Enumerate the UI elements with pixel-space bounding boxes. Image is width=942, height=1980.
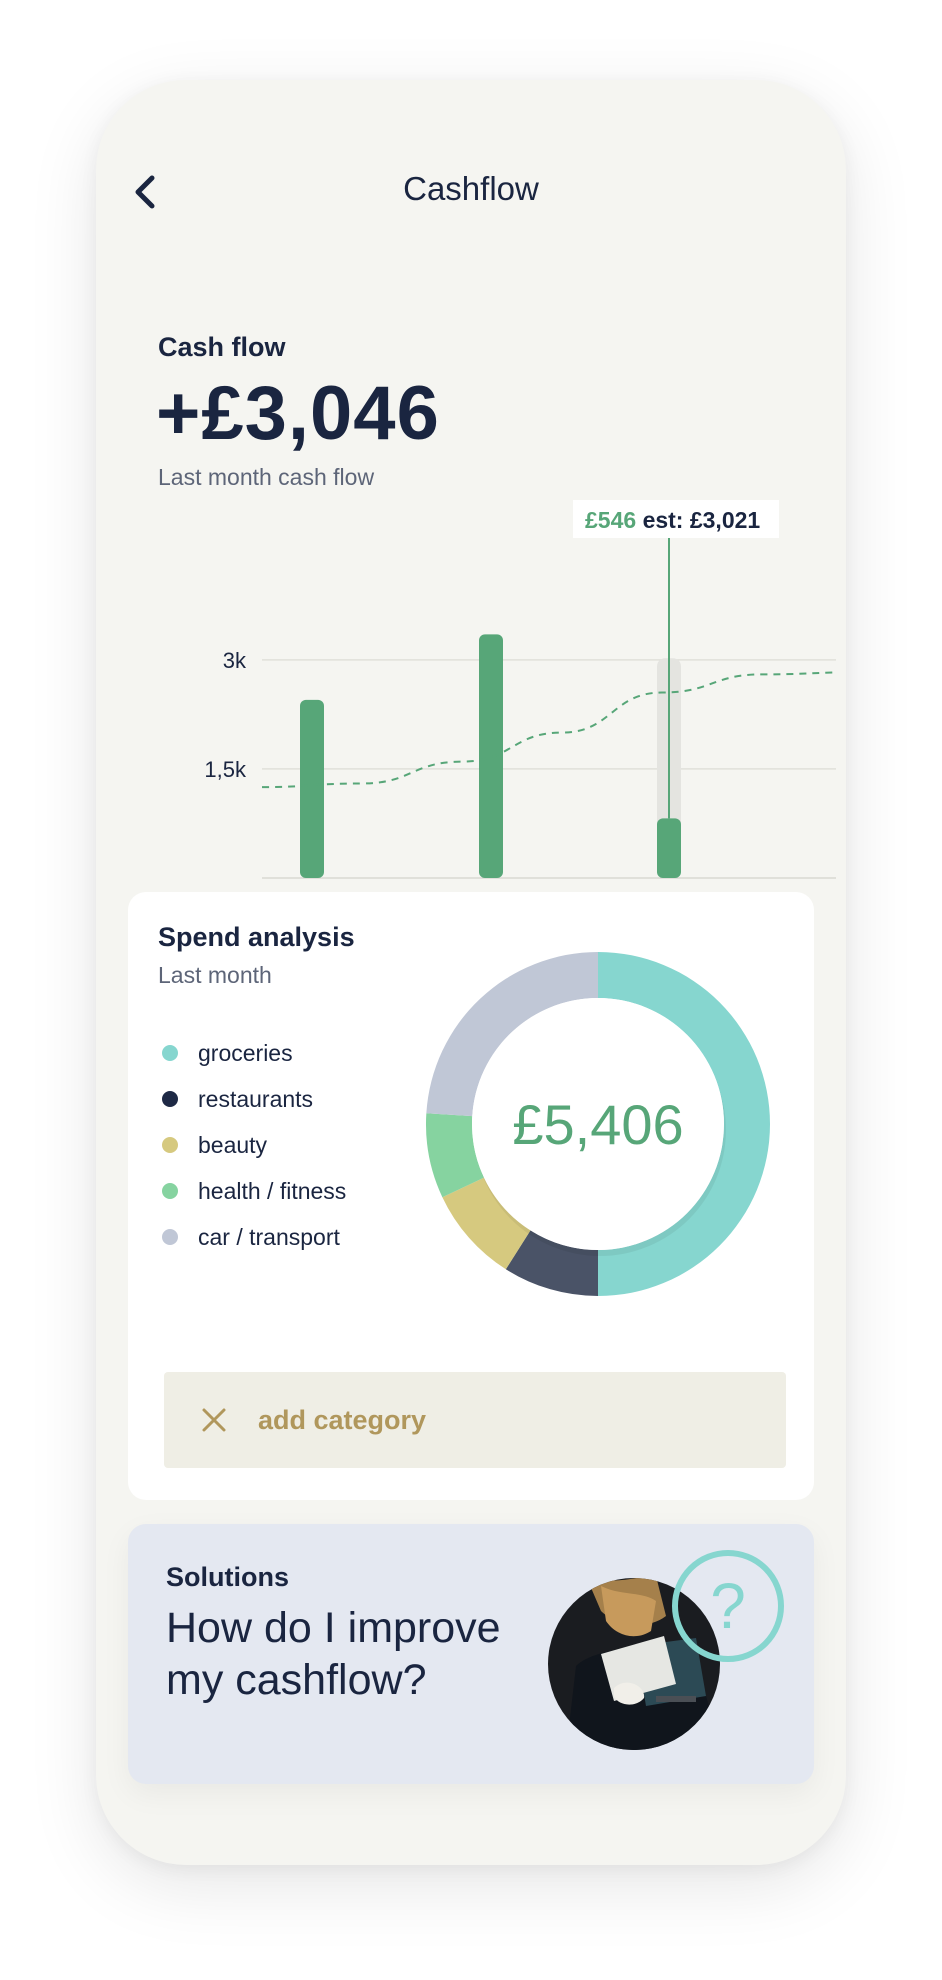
solutions-question-line: my cashflow? — [166, 1656, 427, 1704]
back-chevron-icon[interactable] — [126, 172, 166, 212]
person-with-book-photo — [548, 1578, 720, 1750]
trend-line — [261, 671, 836, 789]
tooltip-value: £546 — [585, 507, 643, 533]
cashflow-chart: 1,5k3kJULAUGSEP£546 est: £3,021 — [204, 500, 836, 923]
legend-item-health-fitness: health / fitness — [162, 1168, 346, 1214]
y-tick-label: 1,5k — [204, 757, 247, 782]
phone-frame: Cashflow Cash flow +£3,046 Last month ca… — [96, 80, 846, 1865]
legend-item-restaurants: restaurants — [162, 1076, 346, 1122]
solutions-question-line: How do I improve — [166, 1604, 501, 1652]
legend-dot-icon — [162, 1183, 178, 1199]
donut-slice — [442, 1177, 531, 1270]
legend-dot-icon — [162, 1229, 178, 1245]
solutions-question: How do I improve my cashflow? — [166, 1602, 501, 1706]
bar — [657, 818, 681, 878]
legend-label: beauty — [198, 1131, 268, 1158]
donut-total: £5,406 — [512, 1093, 683, 1156]
donut-slice — [426, 952, 598, 1117]
legend-item-car-transport: car / transport — [162, 1214, 346, 1260]
add-category-label: add category — [258, 1404, 427, 1435]
donut-slice — [505, 1230, 598, 1296]
donut-slice — [426, 1113, 484, 1198]
cashflow-label: Cash flow — [158, 332, 286, 362]
legend-label: car / transport — [198, 1223, 340, 1250]
spend-donut-chart: £5,406 — [426, 952, 770, 1296]
cashflow-subtitle: Last month cash flow — [158, 464, 375, 490]
legend-item-beauty: beauty — [162, 1122, 346, 1168]
tooltip-text: £546 est: £3,021 — [585, 507, 760, 533]
spend-title: Spend analysis — [158, 922, 355, 952]
legend-label: health / fitness — [198, 1177, 347, 1204]
svg-text:?: ? — [710, 1570, 746, 1642]
spend-subtitle: Last month — [158, 962, 272, 988]
solutions-card[interactable]: Solutions How do I improve my cashflow? … — [128, 1524, 814, 1784]
y-tick-label: 3k — [223, 648, 247, 673]
legend-dot-icon — [162, 1137, 178, 1153]
tooltip-box — [573, 500, 779, 538]
close-x-icon — [202, 1408, 226, 1432]
bar — [300, 699, 324, 878]
legend-dot-icon — [162, 1045, 178, 1061]
donut-hole — [472, 998, 724, 1250]
add-category-button[interactable]: add category — [164, 1372, 786, 1468]
page-title: Cashflow — [403, 170, 539, 207]
tooltip-estimate: est: £3,021 — [643, 507, 761, 533]
legend-label: restaurants — [198, 1085, 314, 1112]
question-mark-icon: ? — [672, 1550, 784, 1662]
legend-dot-icon — [162, 1091, 178, 1107]
spend-analysis-card: Spend analysis Last month groceries rest… — [128, 892, 814, 1500]
cashflow-amount: +£3,046 — [156, 371, 440, 456]
donut-slice — [598, 952, 770, 1296]
legend-label: groceries — [198, 1039, 293, 1066]
spend-legend: groceries restaurants beauty health / fi… — [162, 1030, 346, 1260]
solutions-label: Solutions — [166, 1562, 289, 1592]
bar — [479, 634, 503, 878]
legend-item-groceries: groceries — [162, 1030, 346, 1076]
